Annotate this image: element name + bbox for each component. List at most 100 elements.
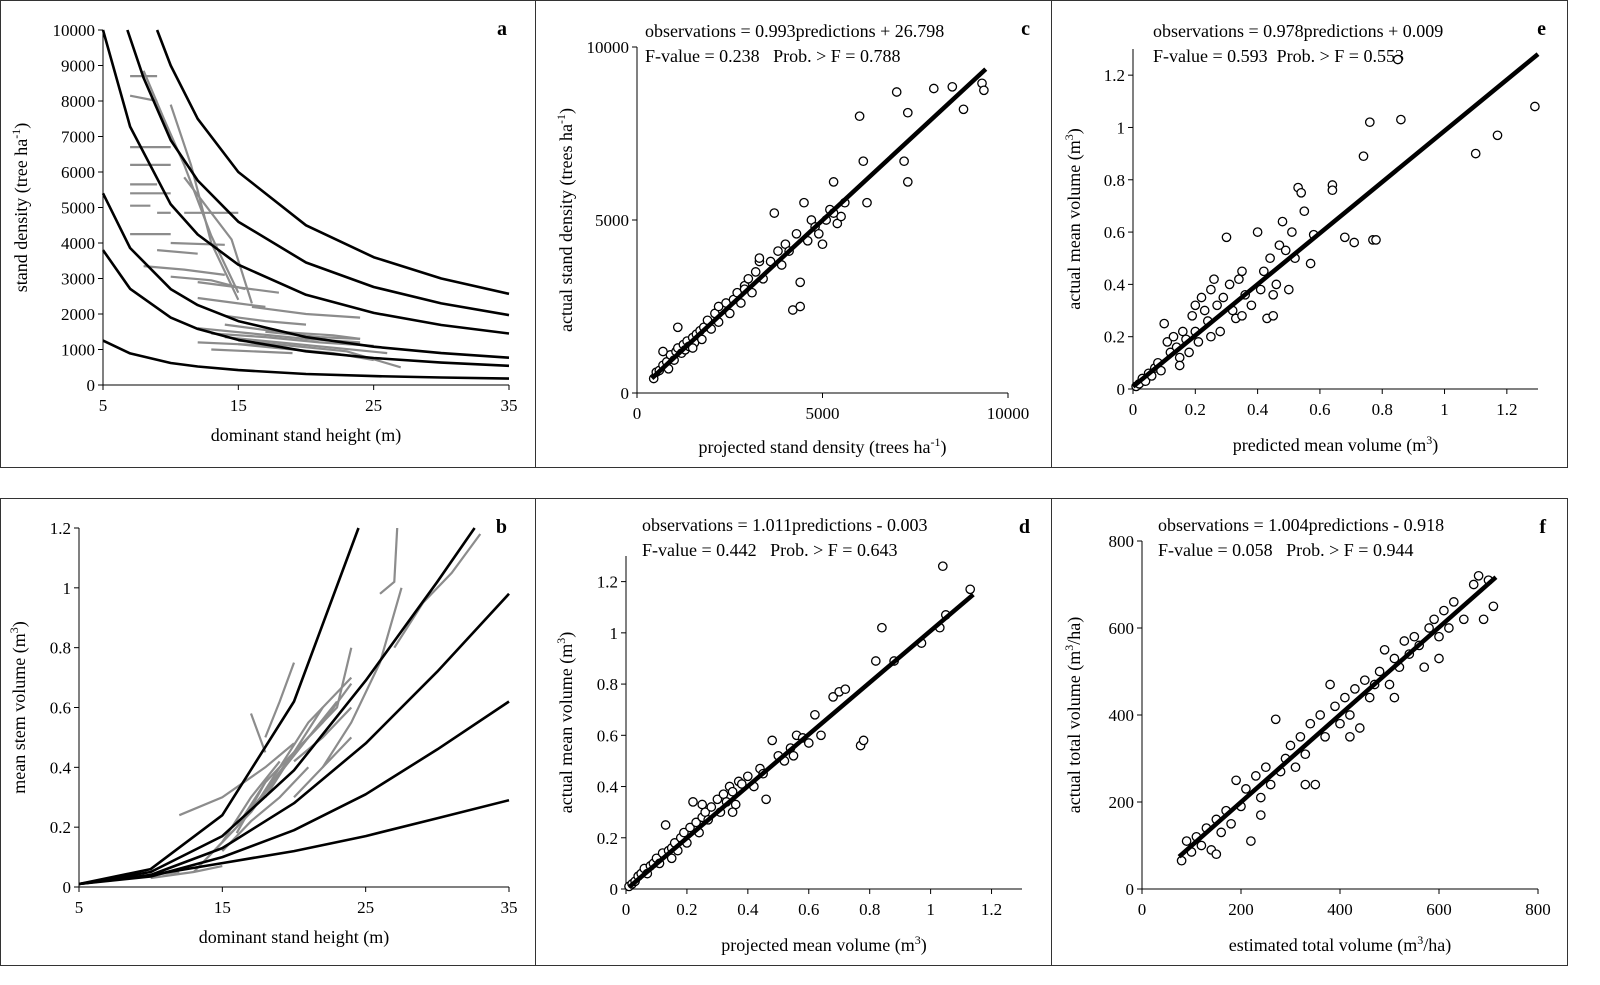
data-point [1478, 614, 1489, 625]
data-point [1340, 692, 1350, 703]
data-point [767, 735, 778, 746]
y-tick-label: 2000 [61, 305, 95, 324]
observed-trajectory [224, 323, 361, 340]
x-axis-label: dominant stand height (m) [199, 927, 389, 948]
data-point [742, 771, 753, 782]
x-axis-label-end: ) [921, 935, 927, 956]
observed-trajectory [321, 587, 403, 768]
x-tick-label: 1.2 [1496, 400, 1517, 419]
data-point [1237, 266, 1247, 277]
data-point [813, 228, 824, 239]
data-point [1325, 679, 1335, 690]
data-point [1315, 710, 1326, 720]
data-point [1488, 601, 1499, 612]
x-axis-label-text: estimated total volume (m [1229, 935, 1417, 956]
data-point [1439, 605, 1449, 616]
y-tick-label: 3000 [61, 270, 95, 289]
x-tick-label: 10000 [987, 404, 1030, 423]
x-tick-label: 0.4 [1247, 400, 1269, 419]
data-point [1231, 775, 1241, 786]
x-tick-label: 5 [99, 396, 108, 415]
observed-trajectory [293, 736, 353, 799]
y-tick-label: 400 [1109, 706, 1135, 725]
panel-letter: a [497, 18, 507, 40]
y-tick-label: 0 [610, 880, 619, 899]
y-tick-label: 8000 [61, 92, 95, 111]
x-axis-label-text: predicted mean volume (m [1233, 435, 1426, 456]
data-point [870, 656, 881, 666]
data-point [803, 738, 814, 748]
data-point [672, 322, 683, 333]
data-point [1330, 701, 1340, 712]
y-tick-label: 0.4 [597, 778, 619, 797]
x-tick-label: 800 [1525, 900, 1551, 919]
y-axis-label-text: actual stand density (trees ha [556, 124, 577, 332]
data-point [1359, 675, 1370, 686]
x-tick-label: 15 [230, 396, 247, 415]
y-tick-label: 0 [63, 878, 72, 897]
regression-equation: observations = 1.004predictions - 0.918 [1158, 515, 1444, 535]
data-point [1255, 792, 1266, 803]
y-axis-label: actual total volume (m3/ha) [1062, 617, 1085, 813]
data-point [1268, 310, 1279, 321]
data-point [1379, 644, 1390, 655]
data-point [1234, 274, 1244, 285]
data-point [1396, 114, 1406, 125]
y-tick-label: 6000 [61, 163, 95, 182]
data-point [1473, 570, 1484, 581]
y-tick-label: 0.2 [50, 818, 71, 837]
panel-e: 0 0.2 0.4 0.6 0.8 1 1.2 0 0.2 0.4 0.6 0.8 1 1.2 predic… [1051, 0, 1568, 468]
panel-letter: f [1539, 516, 1546, 538]
y-tick-label: 0.4 [1104, 275, 1126, 294]
data-point [1159, 318, 1170, 329]
chart-d-projected-mean-volume-scatter: 0 0.2 0.4 0.6 0.8 1 1.2 0 0.2 0.4 0.6 0.8 1 1.2 projec… [554, 515, 1030, 956]
y-tick-label: 1 [1117, 118, 1126, 137]
observed-trajectory [224, 336, 388, 355]
data-point [1190, 300, 1201, 311]
data-point [1209, 274, 1219, 285]
x-axis-label-sup: 3 [1426, 433, 1432, 447]
data-point [1196, 840, 1207, 851]
regression-equation: observations = 0.993predictions + 26.798 [645, 21, 944, 41]
data-point [937, 561, 948, 572]
panel-letter: e [1537, 18, 1546, 40]
x-axis-label-text: dominant stand height (m) [211, 425, 401, 446]
data-point [958, 104, 969, 115]
x-axis-label-text: dominant stand height (m) [199, 927, 389, 948]
y-tick-label: 10000 [53, 21, 96, 40]
y-tick-label: 0.8 [50, 639, 71, 658]
data-point [1296, 187, 1307, 198]
reference-curve [101, 249, 510, 368]
data-point [769, 208, 780, 218]
data-point [1434, 631, 1444, 642]
data-point [1295, 731, 1306, 742]
reference-curve [101, 192, 510, 359]
reference-curve [126, 29, 510, 317]
y-axis-label-text: stand density (tree ha [11, 139, 32, 292]
observed-trajectory [157, 249, 198, 255]
data-point [1345, 710, 1355, 720]
data-point [1287, 227, 1297, 237]
data-point [658, 346, 668, 357]
data-point [713, 301, 724, 312]
data-point [1168, 331, 1179, 342]
data-point [754, 253, 765, 263]
y-tick-label: 1.2 [1104, 66, 1125, 85]
x-axis-label-end: ) [940, 437, 946, 458]
data-point [1260, 762, 1271, 773]
data-point [899, 156, 909, 167]
data-point [1193, 337, 1204, 347]
data-point [750, 267, 761, 277]
observed-trajectory [278, 647, 353, 774]
data-point [1389, 653, 1400, 664]
data-point [1339, 232, 1350, 243]
x-axis-label-sup: 3 [915, 933, 921, 947]
data-point [1212, 300, 1222, 311]
data-point [1468, 579, 1479, 590]
x-tick-label: 35 [501, 396, 518, 415]
y-tick-label: 200 [1109, 793, 1135, 812]
data-point [947, 81, 958, 92]
data-point [1250, 771, 1261, 781]
data-point [858, 735, 869, 746]
y-axis-label-end: ) [9, 621, 30, 627]
